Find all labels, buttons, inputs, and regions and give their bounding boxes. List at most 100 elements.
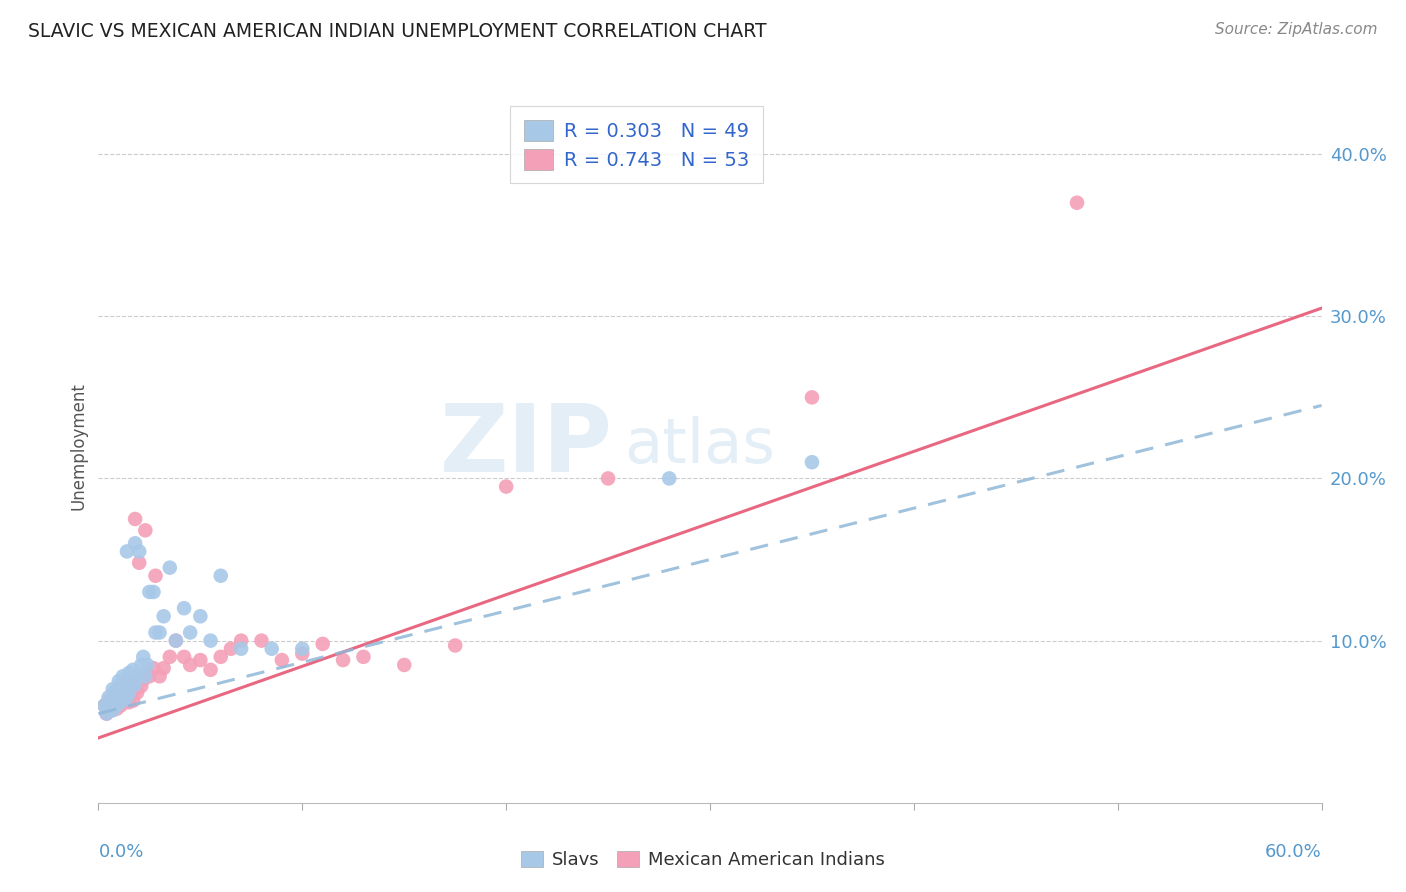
Point <box>152 661 174 675</box>
Point <box>114 685 136 699</box>
Point <box>111 693 134 707</box>
Point <box>104 685 127 699</box>
Legend: Slavs, Mexican American Indians: Slavs, Mexican American Indians <box>512 842 894 879</box>
Point <box>129 679 152 693</box>
Point <box>128 556 150 570</box>
Point <box>444 639 467 653</box>
Point <box>129 657 152 672</box>
Point <box>270 653 294 667</box>
Point <box>598 471 620 485</box>
Point <box>173 649 195 664</box>
Point <box>127 685 149 699</box>
Point <box>96 706 118 721</box>
Point <box>108 690 131 705</box>
Point <box>142 585 165 599</box>
Point <box>801 390 824 404</box>
Point <box>127 669 149 683</box>
Point <box>291 647 314 661</box>
Point <box>149 669 172 683</box>
Point <box>250 633 273 648</box>
Y-axis label: Unemployment: Unemployment <box>69 382 87 510</box>
Point <box>145 568 167 582</box>
Point <box>209 649 232 664</box>
Point <box>658 471 681 485</box>
Point <box>101 698 124 713</box>
Point <box>165 633 187 648</box>
Point <box>105 698 128 713</box>
Point <box>120 679 142 693</box>
Point <box>118 685 141 699</box>
Point <box>179 657 201 672</box>
Point <box>97 690 120 705</box>
Text: Source: ZipAtlas.com: Source: ZipAtlas.com <box>1215 22 1378 37</box>
Point <box>132 673 155 687</box>
Text: 60.0%: 60.0% <box>1265 843 1322 861</box>
Point <box>134 669 156 683</box>
Point <box>118 666 141 681</box>
Point <box>114 682 136 697</box>
Point <box>188 653 212 667</box>
Point <box>231 633 253 648</box>
Point <box>115 693 138 707</box>
Point <box>188 609 212 624</box>
Point <box>200 663 222 677</box>
Point <box>108 682 131 697</box>
Point <box>124 677 146 691</box>
Point <box>111 693 134 707</box>
Point <box>312 637 335 651</box>
Point <box>120 673 142 687</box>
Point <box>138 669 160 683</box>
Point <box>145 625 167 640</box>
Point <box>332 653 354 667</box>
Point <box>110 685 132 699</box>
Text: 0.0%: 0.0% <box>98 843 143 861</box>
Point <box>231 641 253 656</box>
Point <box>101 703 124 717</box>
Point <box>110 698 132 713</box>
Point <box>115 690 138 705</box>
Point <box>136 657 159 672</box>
Point <box>124 512 146 526</box>
Point <box>97 693 120 707</box>
Legend: R = 0.303   N = 49, R = 0.743   N = 53: R = 0.303 N = 49, R = 0.743 N = 53 <box>510 106 763 184</box>
Point <box>138 585 160 599</box>
Point <box>111 669 134 683</box>
Point <box>291 641 314 656</box>
Point <box>152 609 174 624</box>
Point <box>118 674 141 689</box>
Point <box>100 695 122 709</box>
Point <box>96 706 118 721</box>
Point <box>108 679 131 693</box>
Point <box>120 685 142 699</box>
Point <box>495 479 517 493</box>
Point <box>173 601 195 615</box>
Point <box>149 625 172 640</box>
Point <box>179 625 201 640</box>
Point <box>108 690 131 705</box>
Point <box>122 663 145 677</box>
Point <box>200 633 222 648</box>
Point <box>142 661 165 675</box>
Text: atlas: atlas <box>624 416 775 476</box>
Point <box>124 682 146 697</box>
Point <box>104 685 127 699</box>
Point <box>108 674 131 689</box>
Point <box>1066 195 1088 210</box>
Point <box>93 698 115 713</box>
Point <box>118 695 141 709</box>
Point <box>97 702 120 716</box>
Point <box>128 544 150 558</box>
Point <box>97 702 120 716</box>
Text: ZIP: ZIP <box>439 400 612 492</box>
Point <box>219 641 242 656</box>
Point <box>132 649 155 664</box>
Point <box>122 693 145 707</box>
Point <box>159 560 181 574</box>
Point <box>104 693 127 707</box>
Point <box>159 649 181 664</box>
Point <box>392 657 416 672</box>
Point <box>352 649 374 664</box>
Point <box>260 641 283 656</box>
Point <box>124 536 146 550</box>
Point <box>105 702 128 716</box>
